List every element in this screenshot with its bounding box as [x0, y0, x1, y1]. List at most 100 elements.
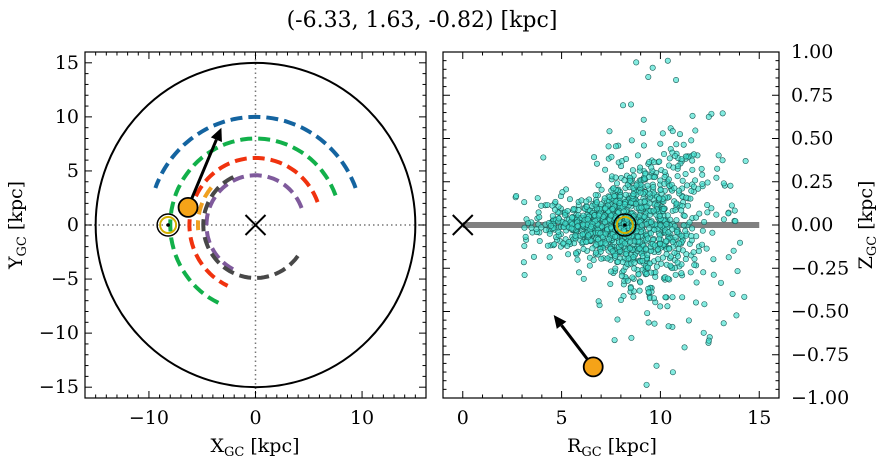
- right-scatter-point: [624, 277, 631, 284]
- left-orbit-arc-4: [196, 186, 213, 231]
- right-scatter-point: [669, 369, 676, 376]
- right-scatter-point: [662, 294, 669, 301]
- right-scatter-point: [725, 254, 732, 261]
- right-scatter-point: [579, 231, 586, 238]
- right-scatter-point: [612, 233, 619, 240]
- right-scatter-point: [608, 224, 615, 231]
- right-scatter-point: [618, 297, 625, 304]
- right-scatter-point: [560, 240, 567, 247]
- right-scatter-point: [610, 185, 617, 192]
- right-scatter-point: [546, 254, 553, 261]
- right-scatter-point: [628, 101, 635, 108]
- right-scatter-point: [664, 275, 671, 282]
- right-scatter-point: [622, 191, 629, 198]
- left-xtick-label: 10: [350, 407, 374, 429]
- right-scatter-point: [546, 230, 553, 237]
- right-sun-ring: [615, 216, 634, 234]
- right-scatter-point: [521, 224, 528, 231]
- right-scatter-point: [725, 210, 732, 217]
- right-scatter-point: [629, 167, 636, 174]
- right-ytick-label: −1.00: [791, 387, 849, 409]
- right-scatter-point: [673, 76, 680, 83]
- right-scatter-point: [656, 236, 663, 243]
- right-scatter-point: [669, 128, 676, 135]
- right-scatter-point: [660, 205, 667, 212]
- right-scatter-point: [630, 191, 637, 198]
- left-ytick-label: 15: [55, 52, 79, 74]
- right-scatter-point: [680, 222, 687, 229]
- right-scatter-point: [693, 233, 700, 240]
- right-scatter-point: [664, 303, 671, 310]
- right-scatter-point: [649, 64, 656, 71]
- right-scatter-point: [676, 240, 683, 247]
- right-scatter-point: [671, 249, 678, 256]
- right-scatter-point: [659, 130, 666, 137]
- right-scatter-point: [598, 255, 605, 262]
- right-scatter-point: [691, 262, 698, 269]
- right-scatter-point: [673, 200, 680, 207]
- right-scatter-point: [669, 238, 676, 245]
- right-scatter-point: [583, 198, 590, 205]
- right-target-marker: [582, 356, 604, 378]
- left-ticks: −10 0 10 −15 −10 −5 0 5 10 15: [39, 52, 426, 429]
- right-ytick-label: 1.00: [791, 41, 833, 63]
- right-scatter-point: [593, 199, 600, 206]
- right-scatter-point: [612, 265, 619, 272]
- right-scatter-point: [680, 141, 687, 148]
- right-scatter-point: [703, 245, 710, 252]
- right-scatter-point: [661, 168, 668, 175]
- right-scatter-point: [575, 207, 582, 214]
- right-scatter-point: [674, 173, 681, 180]
- left-ytick-label: −15: [39, 376, 79, 398]
- left-orbit-arc-5: [201, 175, 303, 281]
- right-xtick-label: 10: [648, 407, 672, 429]
- right-scatter-point: [618, 272, 625, 279]
- right-scatter-point: [551, 241, 558, 248]
- right-scatter-point: [671, 185, 678, 192]
- right-scatter-point: [704, 202, 711, 209]
- right-marks: [452, 213, 637, 378]
- right-scatter-point: [621, 177, 628, 184]
- right-scatter-point: [678, 207, 685, 214]
- right-scatter-point: [708, 205, 715, 212]
- right-scatter-point: [699, 171, 706, 178]
- right-scatter-point: [570, 205, 577, 212]
- right-scatter-point: [595, 212, 602, 219]
- right-scatter-point: [633, 59, 640, 66]
- right-scatter-point: [646, 225, 653, 232]
- right-scatter-point: [520, 259, 527, 266]
- right-scatter-point: [636, 287, 643, 294]
- right-scatter-point: [673, 217, 680, 224]
- left-outer-circle: [94, 61, 417, 389]
- right-scatter-point: [647, 230, 654, 237]
- right-scatter-point: [605, 236, 612, 243]
- right-scatter-point: [672, 271, 679, 278]
- left-velocity-arrow-shaft: [186, 139, 218, 208]
- right-scatter-point: [662, 238, 669, 245]
- right-scatter-point: [536, 238, 543, 245]
- left-sun-dot: [166, 223, 170, 227]
- right-xlabel: RGC [kpc]: [567, 435, 657, 460]
- right-scatter-point: [607, 268, 614, 275]
- right-scatter-point: [630, 254, 637, 261]
- left-velocity-arrow-head: [210, 127, 222, 142]
- right-scatter-point: [568, 225, 575, 232]
- left-ylabel: YGC [kpc]: [5, 181, 30, 270]
- right-scatter-point: [663, 251, 670, 258]
- right-scatter-point: [538, 224, 545, 231]
- left-galactic-center-marker-b: [244, 214, 267, 236]
- left-ytick-label: −5: [51, 268, 79, 290]
- right-scatter-point: [650, 207, 657, 214]
- right-scatter-point: [586, 262, 593, 269]
- right-scatter-point: [672, 152, 679, 159]
- right-ytick-label: 0.25: [791, 171, 833, 193]
- right-scatter-point: [641, 213, 648, 220]
- right-scatter-point: [656, 212, 663, 219]
- right-scatter-point: [669, 294, 676, 301]
- right-scatter-point: [572, 250, 579, 257]
- right-scatter-point: [661, 180, 668, 187]
- right-scatter-point: [684, 182, 691, 189]
- right-scatter-point: [699, 241, 706, 248]
- figure-title: (-6.33, 1.63, -0.82) [kpc]: [287, 8, 558, 33]
